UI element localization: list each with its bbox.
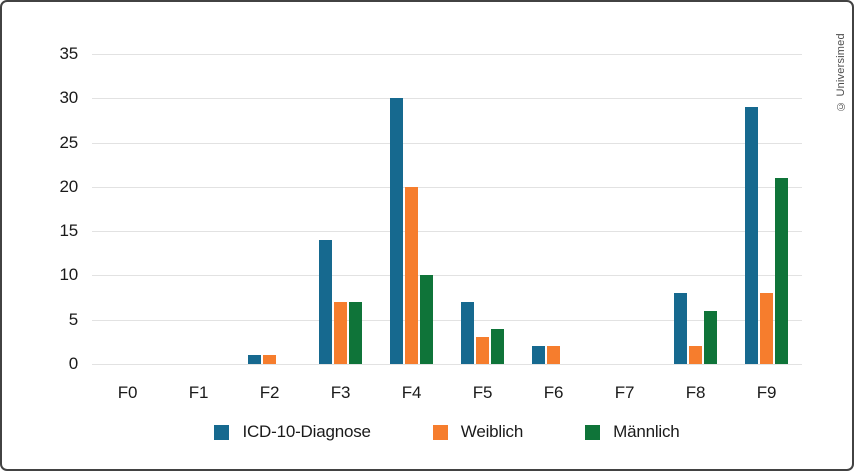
x-axis-category-label: F3 xyxy=(330,383,351,402)
bar-f3-icd-10-diagnose xyxy=(319,240,332,364)
bar-f5-weiblich xyxy=(476,337,489,364)
watermark: © Universimed xyxy=(835,33,847,112)
bar-f4-icd-10-diagnose xyxy=(390,98,403,364)
bar-f4-weiblich xyxy=(405,187,418,364)
bar-f5-icd-10-diagnose xyxy=(461,302,474,364)
y-axis-tick-label: 20 xyxy=(59,177,78,196)
gridline xyxy=(92,275,802,276)
x-axis-category-label: F6 xyxy=(543,383,564,402)
bar-f6-weiblich xyxy=(547,346,560,364)
gridline xyxy=(92,187,802,188)
x-axis-category-label: F0 xyxy=(117,383,138,402)
legend: ICD-10-Diagnose Weiblich Männlich xyxy=(92,422,802,442)
x-axis-category-label: F4 xyxy=(401,383,422,402)
y-axis-tick-label: 15 xyxy=(59,221,78,240)
bar-group-f8 xyxy=(660,54,731,364)
bar-f2-weiblich xyxy=(263,355,276,364)
bar-group-f5 xyxy=(447,54,518,364)
bar-f9-weiblich xyxy=(760,293,773,364)
bar-f3-m-nnlich xyxy=(349,302,362,364)
bar-group-f2 xyxy=(234,54,305,364)
x-axis: F0 F1 F2 F3 F4 F5 F6 F7 F8 F9 xyxy=(92,383,802,403)
bar-group-f6 xyxy=(518,54,589,364)
legend-item-icd-10-diagnose: ICD-10-Diagnose xyxy=(214,422,371,442)
x-axis-category-label: F8 xyxy=(685,383,706,402)
bar-f9-icd-10-diagnose xyxy=(745,107,758,364)
legend-swatch xyxy=(432,424,448,440)
bar-group-f3 xyxy=(305,54,376,364)
bar-f8-weiblich xyxy=(689,346,702,364)
y-axis-tick-label: 35 xyxy=(59,44,78,63)
legend-swatch xyxy=(214,424,230,440)
y-axis-tick-label: 0 xyxy=(68,354,78,373)
gridline xyxy=(92,54,802,55)
x-axis-category-label: F1 xyxy=(188,383,209,402)
gridline xyxy=(92,320,802,321)
bar-group-f9 xyxy=(731,54,802,364)
bar-f3-weiblich xyxy=(334,302,347,364)
bar-f4-m-nnlich xyxy=(420,275,433,364)
bar-f8-icd-10-diagnose xyxy=(674,293,687,364)
x-axis-category-label: F2 xyxy=(259,383,280,402)
y-axis-tick-label: 10 xyxy=(59,265,78,284)
bar-f8-m-nnlich xyxy=(704,311,717,364)
bar-f6-icd-10-diagnose xyxy=(532,346,545,364)
x-axis-category-label: F9 xyxy=(756,383,777,402)
gridline xyxy=(92,98,802,99)
bar-f9-m-nnlich xyxy=(775,178,788,364)
legend-label: Männlich xyxy=(613,422,680,441)
gridline xyxy=(92,231,802,232)
legend-swatch xyxy=(585,424,601,440)
x-axis-category-label: F5 xyxy=(472,383,493,402)
y-axis-tick-label: 25 xyxy=(59,133,78,152)
bar-group-f4 xyxy=(376,54,447,364)
gridline xyxy=(92,143,802,144)
legend-item-weiblich: Weiblich xyxy=(432,422,524,442)
gridline xyxy=(92,364,802,365)
plot-area xyxy=(92,54,802,364)
bar-f5-m-nnlich xyxy=(491,329,504,364)
bar-group-f0 xyxy=(92,54,163,364)
y-axis-tick-label: 5 xyxy=(68,310,78,329)
legend-label: ICD-10-Diagnose xyxy=(242,422,371,441)
x-axis-category-label: F7 xyxy=(614,383,635,402)
legend-label: Weiblich xyxy=(460,422,524,441)
bar-f2-icd-10-diagnose xyxy=(248,355,261,364)
legend-item-m-nnlich: Männlich xyxy=(585,422,680,442)
bar-group-f7 xyxy=(589,54,660,364)
y-axis-tick-label: 30 xyxy=(59,88,78,107)
bar-group-f1 xyxy=(163,54,234,364)
